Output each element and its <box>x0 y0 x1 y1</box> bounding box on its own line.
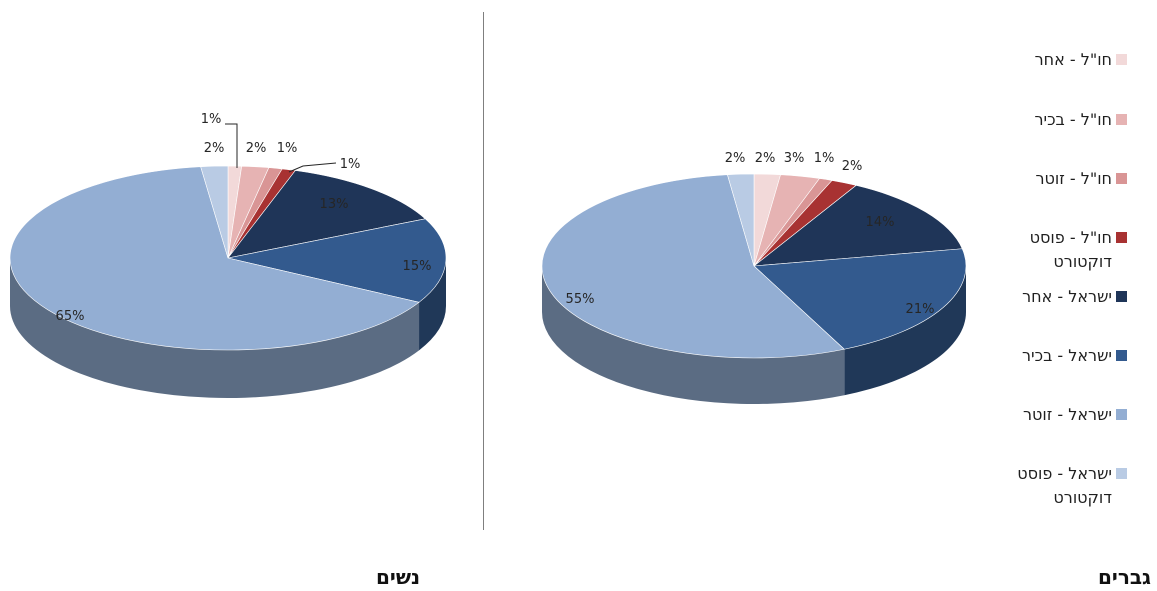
legend-label: חו"ל - פוסט דוקטורט <box>1029 228 1112 271</box>
legend-item: ישראל - זוטר <box>987 403 1127 427</box>
legend-swatch <box>1116 232 1127 243</box>
legend-item: ישראל - בכיר <box>987 344 1127 368</box>
pie-slice <box>541 174 845 359</box>
legend-swatch <box>1116 409 1127 420</box>
legend-swatch <box>1116 173 1127 184</box>
pie-slice <box>9 166 420 351</box>
pie-data-label: 2% <box>842 159 863 174</box>
pie-data-label: 1% <box>340 157 361 172</box>
pie-slice <box>227 170 426 259</box>
legend-swatch <box>1116 291 1127 302</box>
pie-data-label: 3% <box>784 151 805 166</box>
legend-label: ישראל - בכיר <box>1022 346 1112 365</box>
panel-divider <box>483 12 484 530</box>
pie-slice <box>727 173 755 267</box>
legend-label: ישראל - אחר <box>1022 287 1112 306</box>
leader-line <box>225 123 238 168</box>
pie-side-wall <box>10 258 420 399</box>
pie-side-wall <box>542 266 845 404</box>
legend-label: חו"ל - אחר <box>1034 50 1112 69</box>
legend-item: חו"ל - אחר <box>987 48 1127 72</box>
pie-data-label: 21% <box>906 302 935 317</box>
pie-slice <box>753 185 963 267</box>
pie-data-label: 14% <box>866 215 895 230</box>
pie-data-label: 2% <box>725 151 746 166</box>
legend-label: חו"ל - בכיר <box>1034 110 1112 129</box>
pie-data-label: 2% <box>246 141 267 156</box>
legend-item: ישראל - פוסט דוקטורט <box>987 462 1127 510</box>
chart-title-women: נשים <box>376 565 421 589</box>
pie-data-label: 2% <box>204 141 225 156</box>
legend-label: ישראל - זוטר <box>1023 405 1112 424</box>
pie-slice <box>200 165 229 259</box>
pie-data-label: 1% <box>814 151 835 166</box>
legend-item: חו"ל - זוטר <box>987 167 1127 191</box>
chart-title-men: גברים <box>1098 565 1151 589</box>
legend-label: חו"ל - זוטר <box>1035 169 1112 188</box>
pie-data-label: 1% <box>201 112 222 127</box>
pie-chart-0: 1% 2% 1% 1% 13% 15% 65% 2% <box>9 112 447 399</box>
legend-item: חו"ל - פוסט דוקטורט <box>987 226 1127 274</box>
legend-label: ישראל - פוסט דוקטורט <box>1017 464 1112 507</box>
pie-data-label: 65% <box>56 309 85 324</box>
pie-data-label: 55% <box>566 292 595 307</box>
legend-item: ישראל - אחר <box>987 285 1127 309</box>
pie-chart-1: 2% 3% 1% 2% 14% 21% 55% 2% <box>541 151 967 404</box>
legend-swatch <box>1116 114 1127 125</box>
pie-data-label: 2% <box>755 151 776 166</box>
pie-data-label: 1% <box>277 141 298 156</box>
legend-swatch <box>1116 350 1127 361</box>
pie-slice <box>227 218 447 303</box>
legend-swatch <box>1116 54 1127 65</box>
leader-line <box>288 162 337 173</box>
legend-swatch <box>1116 468 1127 479</box>
pie-data-label: 13% <box>320 197 349 212</box>
pie-data-label: 15% <box>403 259 432 274</box>
pie-slice <box>753 248 967 350</box>
legend-item: חו"ל - בכיר <box>987 108 1127 132</box>
